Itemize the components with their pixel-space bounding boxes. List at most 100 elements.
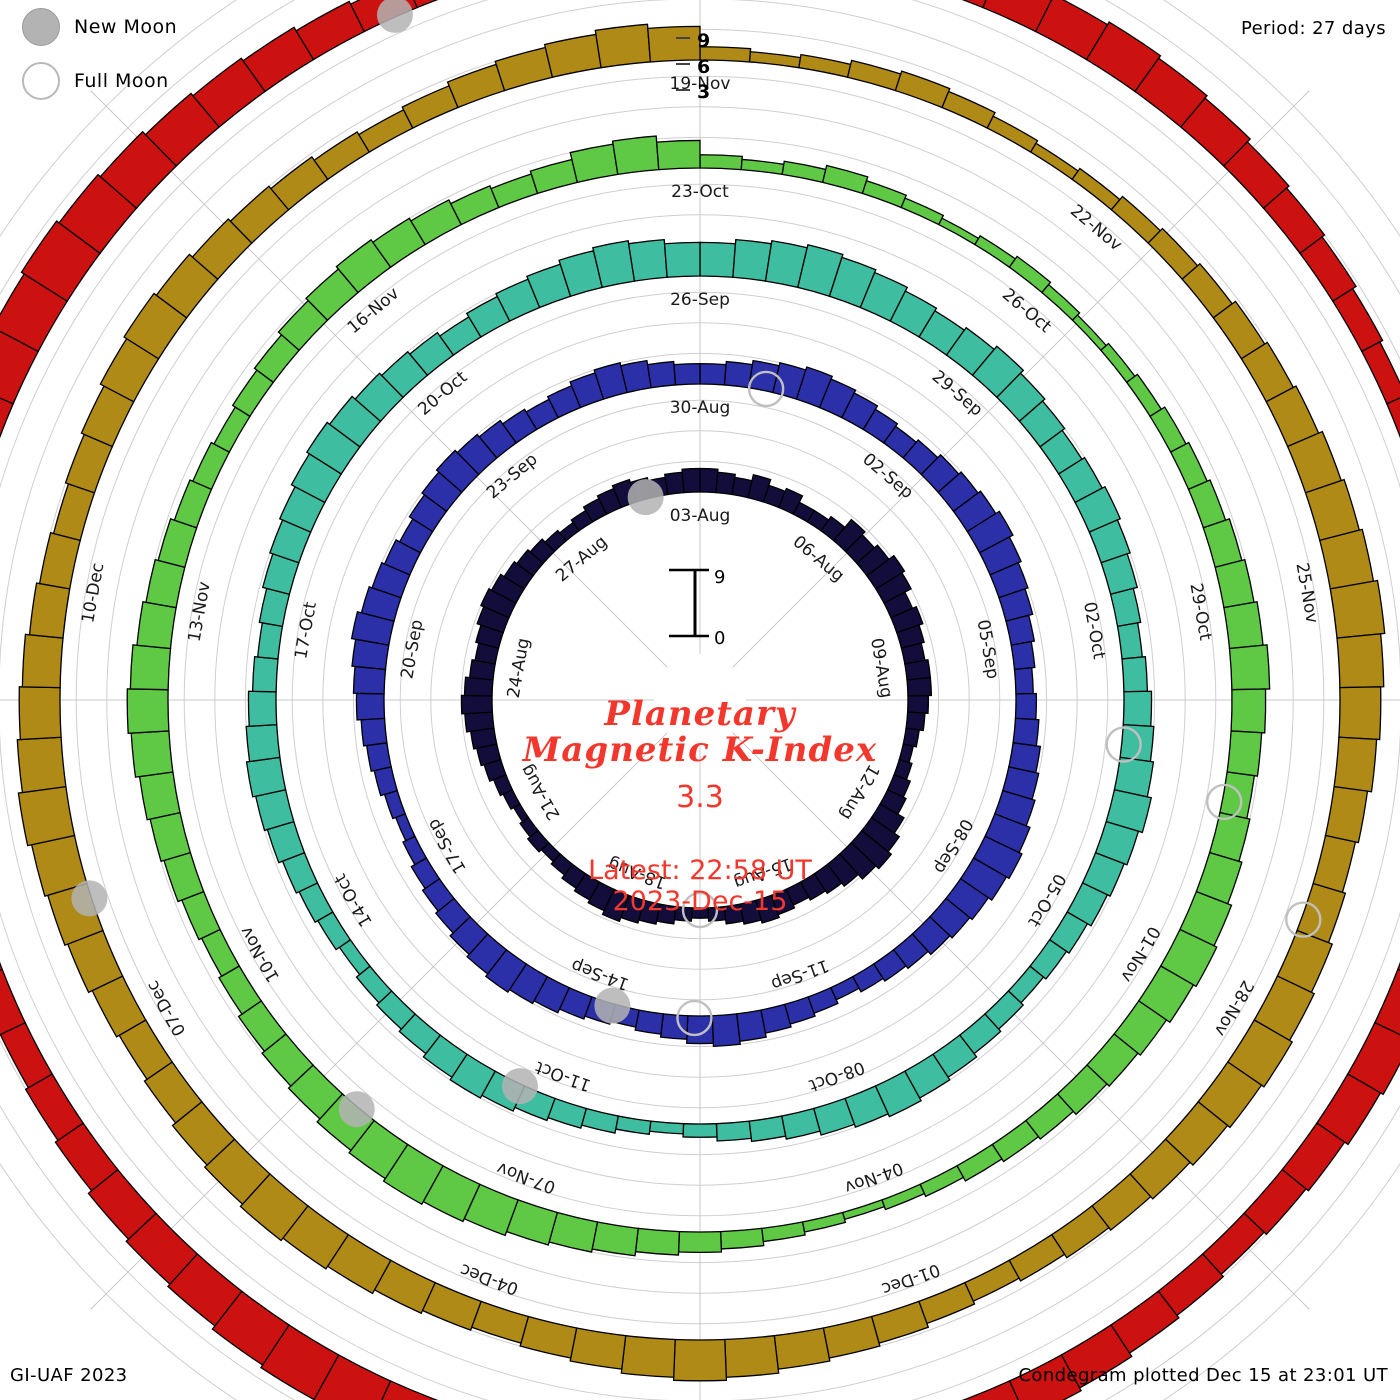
k-index-bar — [1071, 314, 1108, 352]
ring-date-label: 20-Sep — [397, 618, 427, 680]
k-index-bar — [1081, 851, 1125, 897]
k-index-bar — [383, 789, 407, 820]
k-index-bar — [918, 1281, 976, 1325]
ring-date-label: 08-Oct — [806, 1057, 867, 1096]
k-index-bar — [456, 433, 498, 476]
k-index-bar — [1202, 518, 1243, 569]
k-index-bar — [1281, 1122, 1346, 1192]
full-moon-marker — [681, 891, 719, 929]
k-index-bar — [760, 1003, 792, 1034]
k-index-bar — [956, 1143, 1003, 1182]
k-index-bar — [1336, 633, 1385, 689]
k-index-bar — [21, 633, 64, 689]
k-index-bar — [904, 659, 932, 681]
k-index-bar — [986, 115, 1039, 153]
k-index-bar — [822, 1315, 881, 1359]
ring-date-label: 11-Oct — [532, 1057, 593, 1096]
k-index-bar — [191, 218, 253, 281]
legend-full-moon-label: Full Moon — [74, 70, 169, 92]
full-moon-marker — [1205, 783, 1243, 821]
k-index-bar — [1094, 820, 1140, 866]
k-index-bar — [1113, 999, 1168, 1057]
k-index-bar — [1105, 788, 1153, 834]
k-index-bar — [740, 158, 785, 176]
k-index-bar — [673, 362, 701, 386]
k-index-bar — [1385, 397, 1400, 439]
k-index-bar — [373, 766, 399, 797]
k-index-bar — [157, 518, 198, 569]
k-index-bar — [1318, 528, 1375, 590]
k-index-bar — [735, 1009, 767, 1042]
ring-date-label: 23-Oct — [671, 182, 729, 202]
k-index-bar — [828, 256, 877, 309]
full-moon-marker — [676, 999, 713, 1037]
k-index-bar — [982, 0, 1053, 33]
k-index-bar — [99, 130, 178, 210]
k-index-bar — [906, 694, 930, 714]
k-index-bar — [449, 1053, 497, 1099]
k-index-bar — [529, 538, 556, 565]
k-index-bar — [466, 933, 508, 975]
k-index-bar — [408, 331, 455, 377]
k-index-bar — [192, 57, 266, 128]
k-index-bar — [747, 473, 772, 503]
k-index-bar — [1331, 287, 1384, 353]
k-index-bar — [690, 907, 710, 919]
k-index-bar — [826, 853, 860, 888]
k-index-bar — [446, 63, 506, 109]
k-index-bar — [865, 554, 906, 590]
k-index-bar — [971, 345, 1025, 399]
k-index-bar — [719, 1227, 765, 1250]
k-index-bar — [360, 585, 402, 622]
k-index-bar — [1315, 1073, 1382, 1146]
k-index-bar — [966, 510, 1014, 554]
k-index-bar — [963, 1259, 1020, 1303]
k-index-bar — [699, 154, 743, 171]
ring-date-label: 24-Aug — [504, 636, 534, 699]
k-index-bar — [402, 835, 428, 866]
k-index-bar — [526, 829, 550, 853]
k-index-bar — [1230, 688, 1267, 734]
k-index-bar — [663, 471, 685, 496]
k-index-bar — [1024, 1093, 1075, 1140]
k-index-bar — [352, 665, 387, 695]
k-index-bar — [1187, 479, 1227, 529]
k-index-bar — [242, 26, 315, 93]
k-index-bar — [682, 1123, 718, 1138]
ring-4 — [126, 135, 1271, 1257]
k-index-bar — [620, 1334, 676, 1378]
k-index-bar — [295, 0, 366, 61]
k-index-bar — [991, 1119, 1040, 1163]
ring-1 — [460, 467, 933, 925]
k-index-bar — [1179, 97, 1252, 167]
k-index-bar — [501, 408, 538, 444]
k-index-bar — [413, 0, 439, 9]
k-index-bar — [123, 292, 188, 360]
k-index-bar — [305, 421, 361, 475]
k-index-bar — [1228, 644, 1271, 691]
k-index-bar — [1085, 21, 1162, 93]
k-index-bar — [398, 1013, 442, 1055]
k-index-bar — [889, 290, 938, 338]
k-index-bar — [614, 1115, 652, 1136]
k-index-bar — [569, 143, 619, 184]
k-index-bar — [1066, 882, 1109, 927]
k-index-bar — [655, 139, 701, 171]
k-index-bar — [519, 816, 540, 838]
k-index-bar — [478, 419, 518, 459]
radial-tick-3: 3 — [697, 81, 711, 103]
k-index-bar — [54, 1122, 119, 1192]
k-index-bar — [28, 582, 71, 639]
k-index-bar — [515, 548, 545, 577]
k-index-bar — [260, 1324, 340, 1400]
k-index-bar — [780, 1107, 821, 1140]
k-index-bar — [919, 1164, 965, 1198]
k-index-bar — [732, 238, 773, 282]
k-index-bar — [211, 1290, 290, 1366]
k-index-bar — [200, 928, 241, 978]
k-index-bar — [328, 395, 382, 448]
period-label: Period: 27 days — [1240, 18, 1386, 39]
k-index-bar — [449, 184, 500, 226]
k-index-bar — [739, 899, 763, 925]
k-index-bar — [663, 241, 701, 278]
